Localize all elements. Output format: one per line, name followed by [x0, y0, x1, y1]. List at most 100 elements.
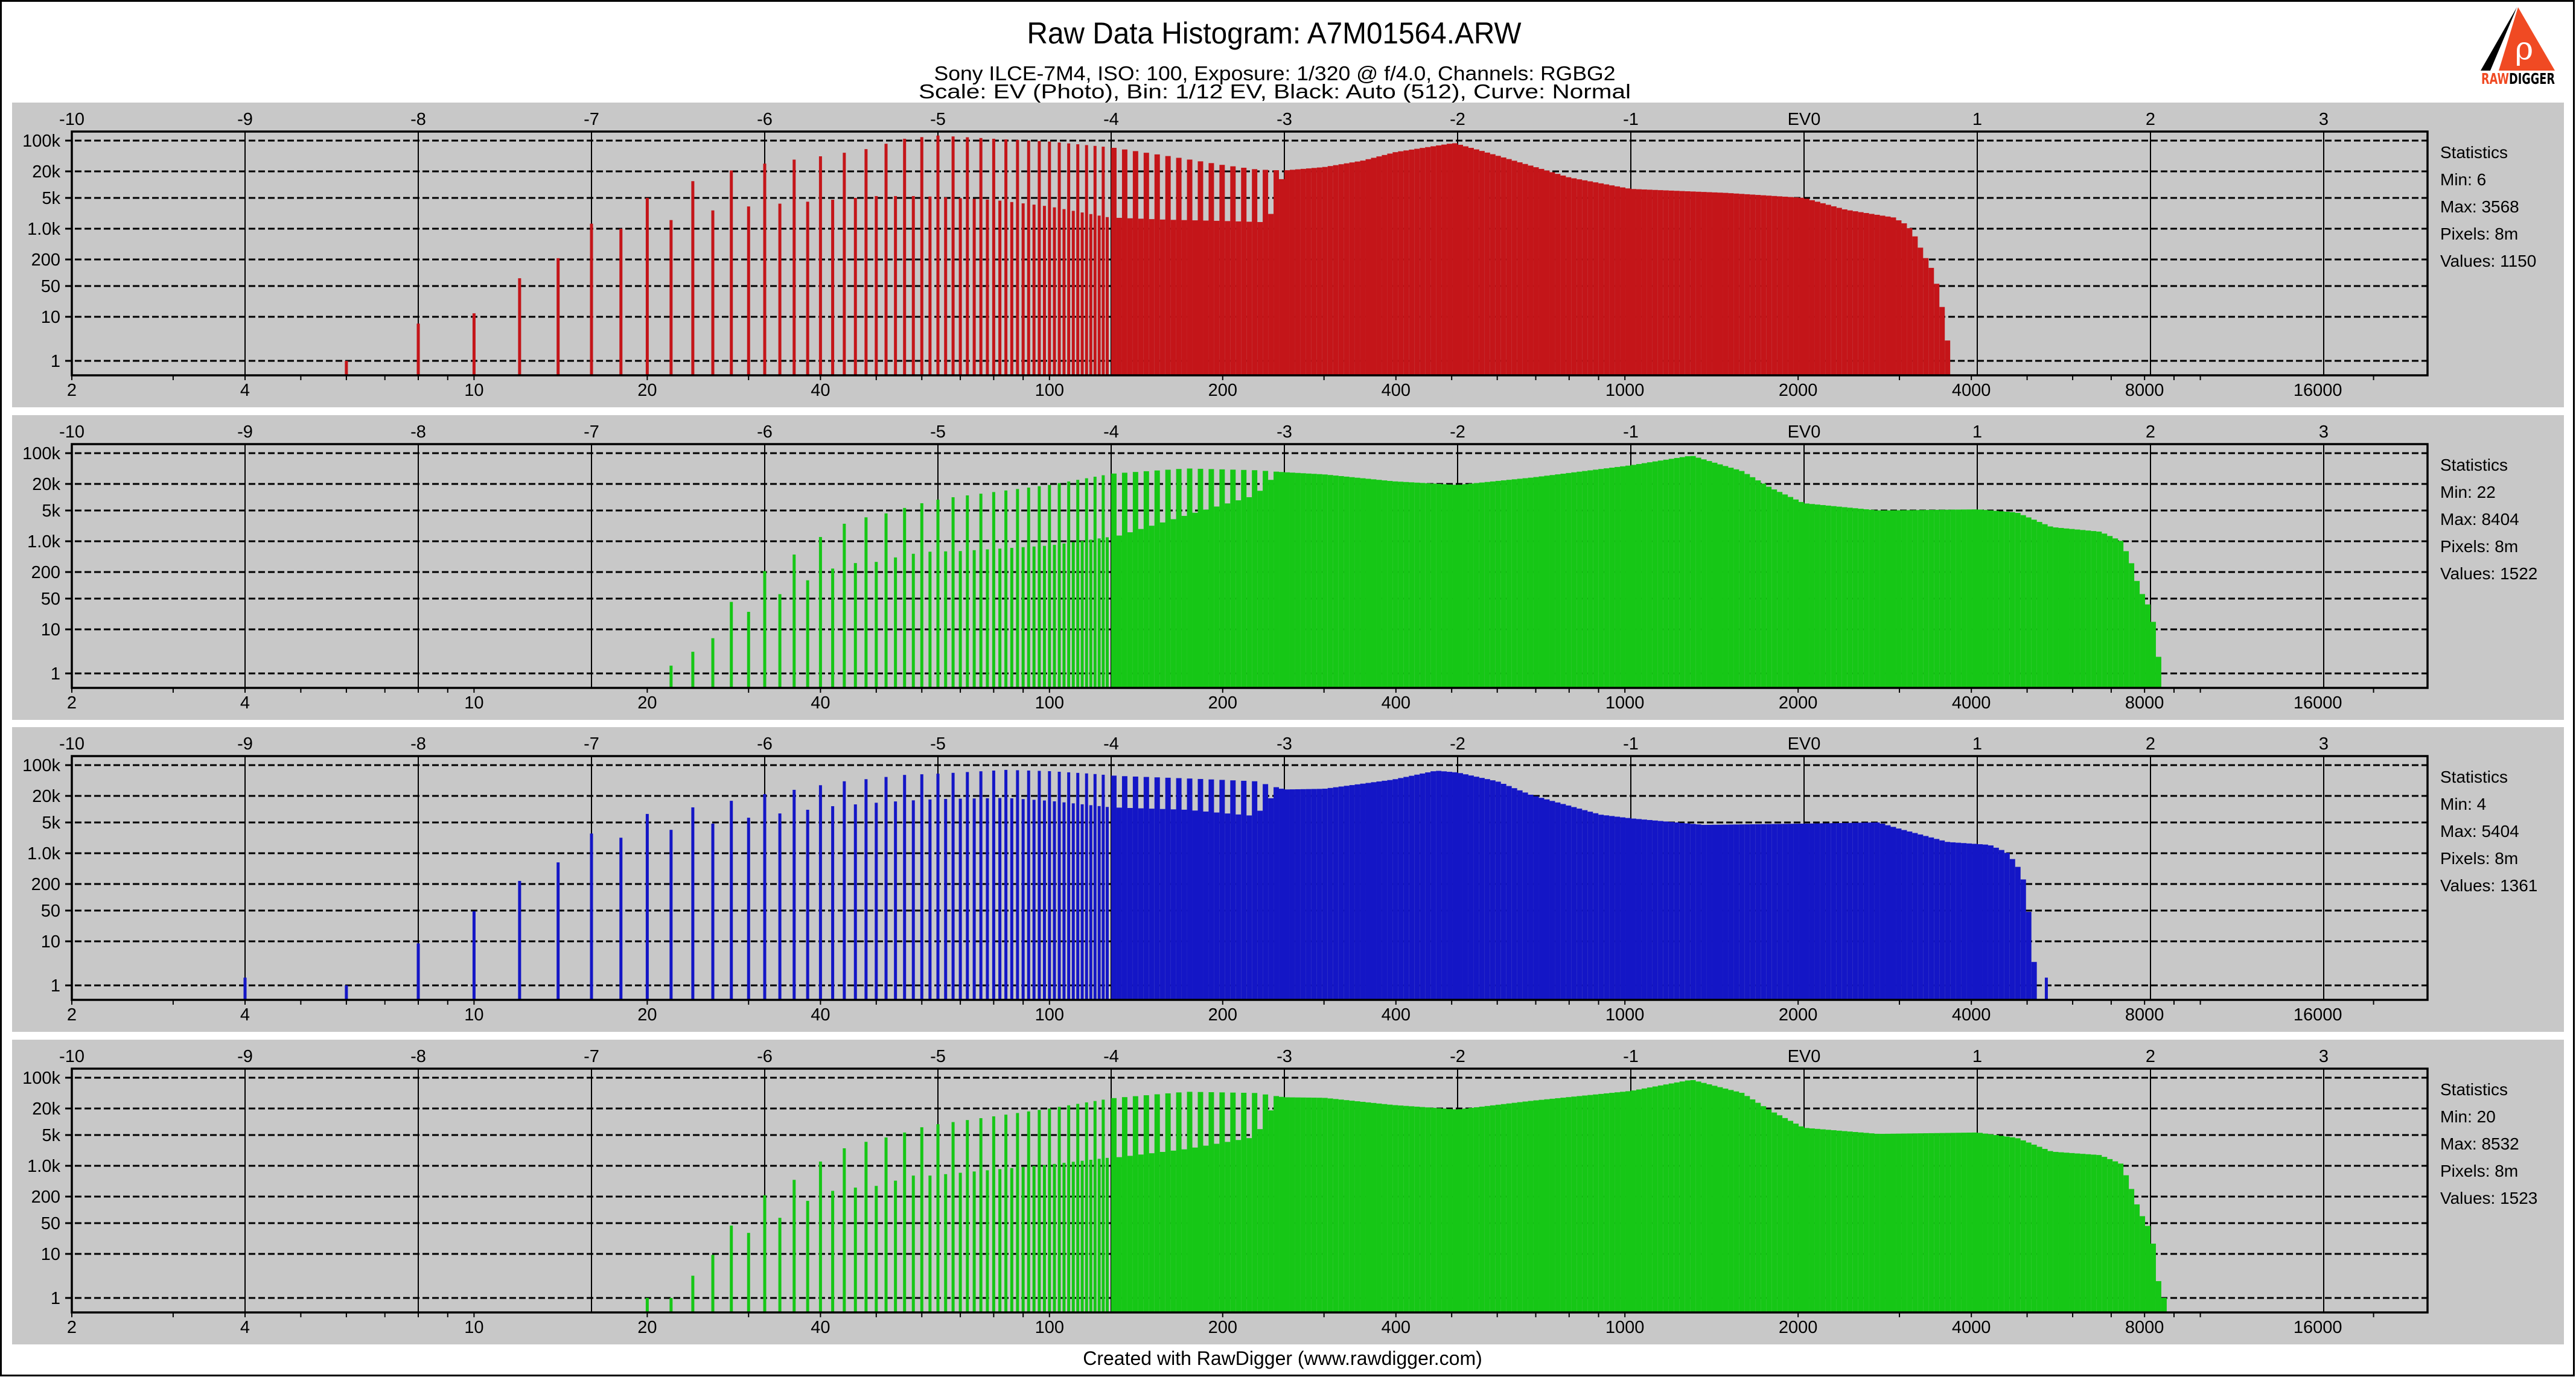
histogram-bar [1208, 469, 1214, 688]
histogram-bar [1923, 510, 1929, 688]
histogram-bar [1993, 510, 1999, 688]
x-tick-label: 1000 [1605, 1005, 1645, 1025]
histogram-bar [1392, 779, 1398, 1000]
y-tick-label: 20k [32, 475, 60, 494]
histogram-bar [1674, 822, 1680, 1000]
histogram-bar [1235, 1140, 1242, 1312]
ev-tick-label: -6 [757, 734, 773, 754]
x-tick-label: 200 [1208, 693, 1237, 713]
histogram-bar [1187, 159, 1193, 375]
histogram-bar [1641, 463, 1647, 688]
histogram-bar [1473, 777, 1479, 1000]
histogram-bar [1511, 479, 1517, 688]
histogram-bar [1522, 164, 1528, 375]
x-tick-label: 16000 [2294, 381, 2342, 400]
histogram-bar [1945, 842, 1951, 1000]
histogram-bar [1852, 822, 1858, 1000]
histogram-bar [1966, 1133, 1972, 1312]
histogram-bar [1263, 170, 1269, 375]
histogram-bar [1712, 192, 1718, 375]
histogram-bar [818, 785, 822, 1000]
histogram-bar [1048, 1108, 1051, 1312]
histogram-bar [2031, 962, 2037, 1000]
histogram-bar [2042, 1148, 2048, 1312]
histogram-bar [1593, 182, 1599, 375]
ev-tick-label: -2 [1450, 1047, 1465, 1066]
histogram-bar [1085, 478, 1088, 688]
histogram-bar [1154, 154, 1160, 375]
histogram-bar [1192, 220, 1198, 375]
histogram-bar [2053, 527, 2059, 688]
histogram-bar [1647, 189, 1653, 375]
histogram-bar [1462, 484, 1468, 688]
histogram-bar [1197, 1092, 1204, 1312]
histogram-bar [1263, 1094, 1269, 1312]
histogram-bar [1733, 193, 1739, 375]
histogram-bar [1010, 202, 1013, 375]
histogram-bar [1517, 1102, 1523, 1312]
histogram-bar [1062, 209, 1066, 375]
y-tick-label: 5k [42, 501, 60, 521]
histogram-bar [1685, 823, 1691, 1000]
histogram-bar [2112, 1161, 2119, 1312]
histogram-bar [992, 138, 995, 375]
histogram-bar [1085, 773, 1088, 1000]
histogram-bar [1945, 1133, 1951, 1312]
histogram-bar [944, 551, 948, 688]
histogram-bar [1241, 469, 1247, 688]
histogram-bar [1939, 840, 1945, 1000]
histogram-bar [1852, 508, 1858, 688]
histogram-bar [1143, 471, 1149, 688]
histogram-bar [1631, 818, 1636, 1000]
histogram-bar [966, 137, 969, 375]
histogram-bar [1289, 789, 1295, 1000]
histogram-bar [1170, 809, 1176, 1000]
histogram-bar [1322, 474, 1328, 688]
histogram-bar [1956, 842, 1962, 1000]
histogram-bar [1901, 1133, 1907, 1312]
statistics-heading: Statistics [2440, 456, 2508, 474]
ev-tick-label: -7 [584, 110, 599, 129]
ev-tick-label: EV0 [1788, 734, 1821, 754]
histogram-bar [1071, 1162, 1075, 1312]
statistic-value: Pixels: 8m [2440, 224, 2518, 243]
histogram-bar [1549, 172, 1555, 375]
histogram-bar [472, 911, 476, 1000]
histogram-bar [1825, 505, 1831, 688]
histogram-bar [972, 550, 976, 688]
histogram-bar [1165, 777, 1171, 1000]
histogram-bar [1636, 189, 1642, 375]
histogram-bar [2058, 1152, 2064, 1312]
histogram-bar [763, 164, 767, 375]
histogram-bar [1511, 1102, 1517, 1312]
x-tick-label: 10 [464, 381, 483, 400]
histogram-bar [1138, 1154, 1144, 1312]
histogram-bar [1750, 1099, 1756, 1312]
histogram-bar [747, 611, 750, 688]
histogram-bar [1977, 1133, 1983, 1312]
histogram-bar [1809, 200, 1815, 375]
histogram-bar [1097, 538, 1101, 688]
histogram-bar [1750, 194, 1756, 375]
histogram-bar [1165, 1093, 1171, 1312]
histogram-bar [763, 794, 767, 1000]
ev-tick-label: -9 [237, 734, 253, 754]
histogram-bar [763, 1195, 767, 1312]
histogram-bar [1105, 1157, 1109, 1312]
histogram-bar [1712, 824, 1718, 1000]
histogram-bar [1097, 806, 1101, 1000]
histogram-bar [1187, 1092, 1193, 1312]
histogram-bar [1159, 809, 1165, 1000]
histogram-bar [1181, 515, 1187, 688]
histogram-bar [1322, 789, 1328, 1000]
histogram-bar [1246, 497, 1252, 688]
histogram-bar [1615, 816, 1621, 1000]
histogram-bar [1685, 1080, 1691, 1312]
ev-tick-label: -10 [59, 734, 84, 754]
histogram-bar [1085, 145, 1088, 376]
histogram-bars [669, 456, 2161, 688]
histogram-bar [1912, 1133, 1918, 1312]
histogram-bar [1647, 462, 1653, 688]
histogram-bar [1097, 215, 1101, 375]
